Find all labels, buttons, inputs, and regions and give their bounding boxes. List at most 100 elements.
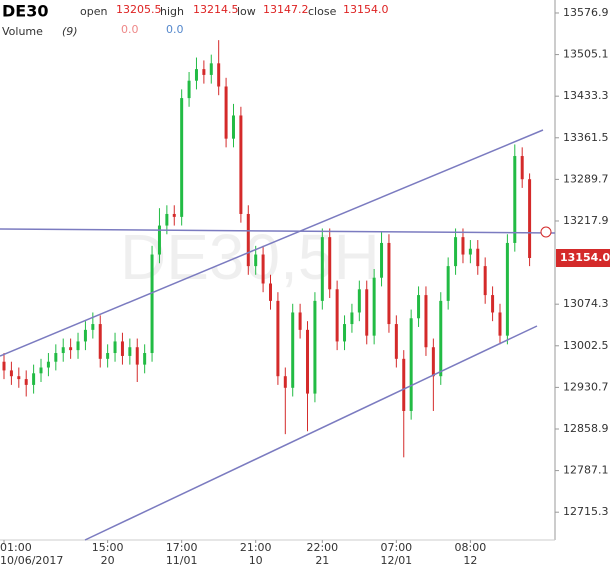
header-label: high <box>160 5 184 18</box>
candle-body <box>298 312 302 330</box>
volume-period: (9) <box>62 25 78 38</box>
y-tick-label: 13074.3 <box>563 297 609 310</box>
plot-area <box>2 40 532 458</box>
candle-body <box>209 63 213 75</box>
candle-body <box>269 283 272 301</box>
candle-body <box>91 324 95 330</box>
candle-body <box>513 156 517 243</box>
volume-value: 0.0 <box>166 23 184 36</box>
candle-body <box>461 237 465 255</box>
x-tick-sublabel: 10 <box>249 554 263 567</box>
candle-body <box>187 80 191 99</box>
candle-body <box>106 353 110 359</box>
x-tick-sublabel: 10/06/2017 <box>0 554 63 567</box>
candle-body <box>468 248 472 255</box>
candle-body <box>424 295 428 348</box>
candle-body <box>350 312 354 325</box>
candle-body <box>439 300 443 377</box>
line-handle <box>540 226 552 238</box>
x-tick-sublabel: 12 <box>463 554 477 567</box>
candle-body <box>357 289 361 313</box>
header-value: 13154.0 <box>343 3 389 16</box>
candle-body <box>291 312 295 388</box>
candle-body <box>76 341 80 351</box>
header-value: 13205.5 <box>116 3 162 16</box>
horizontal-line <box>0 228 556 234</box>
candle-body <box>387 242 391 325</box>
candle-body <box>83 329 87 342</box>
candle-body <box>483 266 487 296</box>
last-price-label: 13154.0 <box>560 251 610 264</box>
candle-body <box>69 347 73 351</box>
candle-body <box>498 312 502 336</box>
candle-body <box>313 300 317 394</box>
y-tick-label: 13576.9 <box>563 6 609 19</box>
candle-body <box>157 225 161 255</box>
x-tick-label: 01:00 <box>0 541 32 554</box>
candle-body <box>380 242 384 278</box>
header-label: low <box>237 5 256 18</box>
channel-lower <box>84 325 538 541</box>
candle-body <box>202 69 206 75</box>
candle-body <box>180 98 184 217</box>
candle-body <box>328 237 332 290</box>
candle-body <box>113 341 117 354</box>
x-tick-label: 21:00 <box>240 541 272 554</box>
y-tick-label: 12787.1 <box>563 464 609 477</box>
channel-upper <box>0 129 544 357</box>
x-tick-sublabel: 20 <box>101 554 115 567</box>
candle-body <box>454 237 458 267</box>
volume-label: Volume <box>2 25 43 38</box>
x-tick-label: 08:00 <box>455 541 487 554</box>
y-tick-label: 13433.3 <box>563 89 609 102</box>
candle-body <box>417 295 421 319</box>
candle-body <box>165 213 169 226</box>
header-value: 13147.2 <box>263 3 309 16</box>
candle-body <box>135 347 139 365</box>
candle-body <box>98 324 102 359</box>
candle-body <box>246 213 250 267</box>
y-tick-label: 12930.7 <box>563 380 609 393</box>
symbol: DE30 <box>2 2 48 21</box>
candle-body <box>505 242 509 336</box>
x-tick-label: 22:00 <box>306 541 338 554</box>
candle-body <box>372 277 376 336</box>
candle-body <box>431 347 435 377</box>
candle-body <box>520 156 524 180</box>
candle-body <box>306 329 310 394</box>
header-label: close <box>308 5 337 18</box>
candle-body <box>402 358 406 411</box>
candle-body <box>276 300 280 377</box>
candle-body <box>409 318 413 411</box>
candle-body <box>528 179 532 259</box>
x-tick-sublabel: 12/01 <box>380 554 412 567</box>
y-tick-label: 13217.9 <box>563 214 609 227</box>
candle-body <box>491 295 495 313</box>
candle-body <box>2 361 6 371</box>
candle-body <box>283 376 287 388</box>
header-label: open <box>80 5 107 18</box>
candle-body <box>24 379 28 385</box>
header-value: 13214.5 <box>193 3 239 16</box>
candle-body <box>128 347 132 356</box>
candle-body <box>194 69 198 81</box>
candle-body <box>254 254 258 267</box>
candle-body <box>239 115 243 214</box>
x-tick-label: 07:00 <box>380 541 412 554</box>
candle-body <box>9 370 13 377</box>
x-tick-label: 15:00 <box>92 541 124 554</box>
y-tick-label: 13002.5 <box>563 339 609 352</box>
candle-body <box>320 237 324 301</box>
candle-body <box>217 63 221 87</box>
y-tick-label: 12858.9 <box>563 422 609 435</box>
volume-value: 0.0 <box>121 23 139 36</box>
candle-body <box>120 341 124 356</box>
watermark: DE30,5H <box>120 221 380 293</box>
candle-body <box>394 324 398 359</box>
y-tick-label: 13505.1 <box>563 48 609 61</box>
candle-body <box>261 254 265 284</box>
candle-body <box>224 86 228 139</box>
candle-body <box>46 361 50 368</box>
